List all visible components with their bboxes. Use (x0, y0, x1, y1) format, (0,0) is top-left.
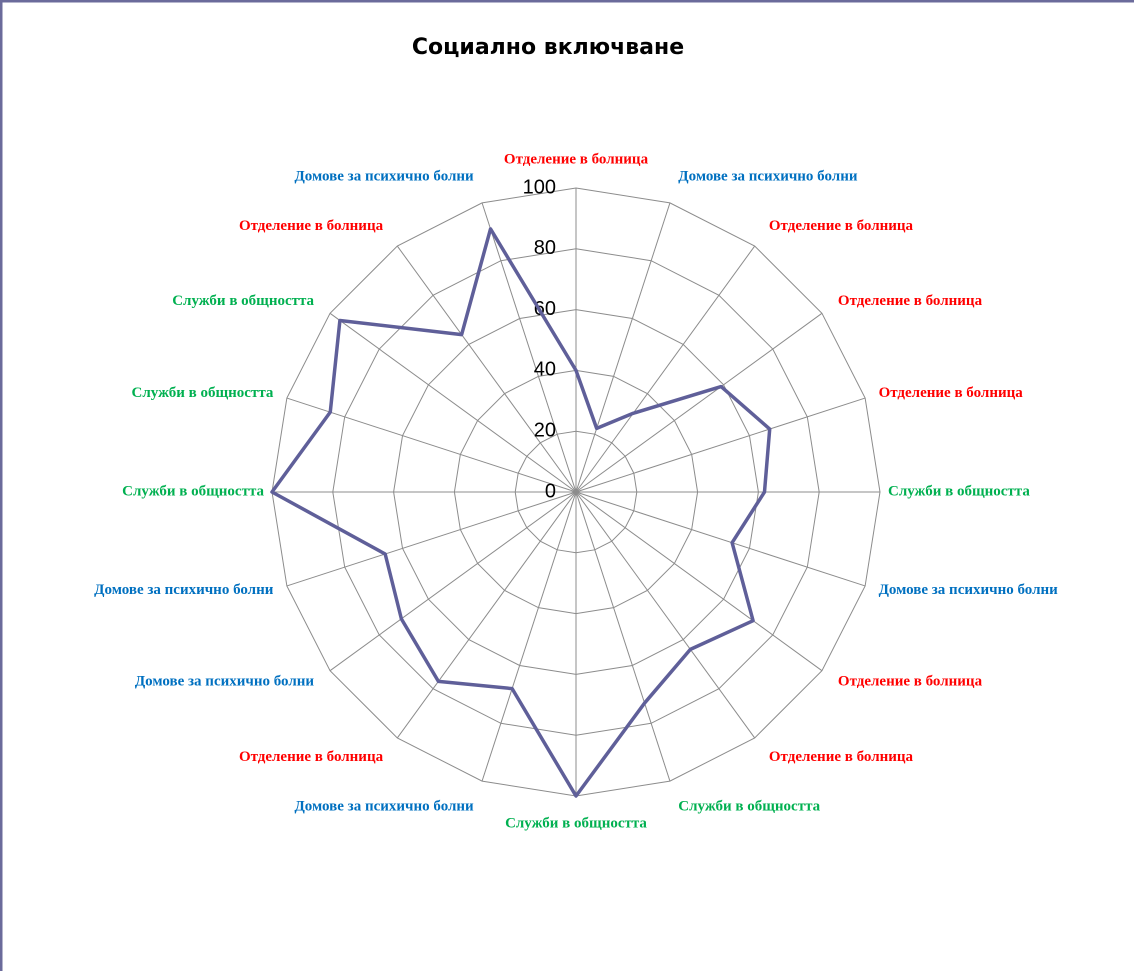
spoke (575, 491, 866, 587)
category-label: Домове за психично болни (294, 169, 474, 185)
spoke (575, 312, 823, 493)
spoke (396, 245, 577, 493)
category-label: Отделение в болница (838, 293, 983, 309)
spoke (481, 202, 577, 493)
category-label: Отделение в болница (769, 218, 914, 234)
spoke (575, 245, 756, 493)
category-label: Отделение в болница (769, 749, 914, 765)
spoke (575, 491, 756, 739)
spoke (575, 202, 671, 493)
series-line (270, 227, 772, 798)
category-label: Отделение в болница (239, 218, 384, 234)
spoke (575, 491, 823, 672)
spoke (575, 397, 866, 493)
chart-title: Социално включване (412, 35, 684, 60)
spoke (481, 491, 577, 782)
category-label: Отделение в болница (239, 749, 384, 765)
y-tick-label: 40 (534, 359, 556, 381)
spoke (329, 312, 577, 493)
category-label: Домове за психично болни (135, 674, 315, 690)
spoke (396, 491, 577, 739)
spoke (575, 491, 671, 782)
spoke (286, 491, 577, 587)
category-label: Домове за психично болни (94, 582, 274, 598)
category-label: Домове за психично болни (879, 582, 1059, 598)
category-label: Отделение в болница (879, 385, 1024, 401)
category-label: Отделение в болница (504, 151, 649, 167)
category-label: Домове за психично болни (678, 169, 858, 185)
category-label: Отделение в болница (838, 674, 983, 690)
spoke (329, 491, 577, 672)
y-tick-label: 0 (545, 480, 556, 502)
category-label: Служби в общността (172, 293, 314, 309)
y-tick-label: 100 (523, 176, 556, 198)
category-label: Служби в общността (122, 483, 264, 499)
y-tick-label: 80 (534, 237, 556, 259)
category-label: Служби в общността (678, 798, 820, 814)
category-label: Домове за психично болни (294, 798, 474, 814)
spoke (286, 397, 577, 493)
category-label: Служби в общността (505, 815, 647, 831)
category-label: Служби в общността (888, 483, 1030, 499)
y-tick-label: 20 (534, 419, 556, 441)
y-tick-label: 60 (534, 298, 556, 320)
category-label: Служби в общността (132, 385, 274, 401)
